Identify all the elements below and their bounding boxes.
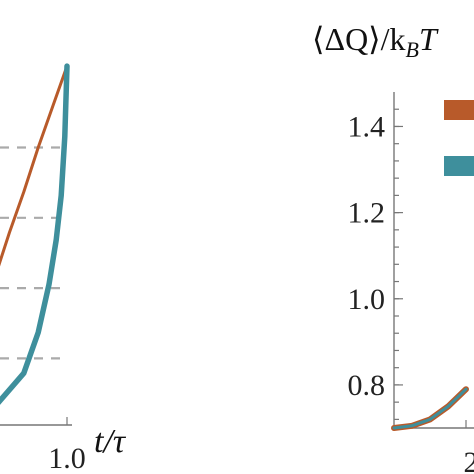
reference-lines [0, 146, 68, 360]
right-x-tick-label-0: 2 [464, 446, 474, 474]
right-panel: ⟨ΔQ⟩/kBT 0.8 1.0 1.2 1.4 2 [312, 21, 474, 474]
left-x-ticks: 1.0 [48, 417, 86, 474]
left-series-line-1 [0, 63, 70, 405]
left-x-axis-label: t/τ [94, 423, 127, 460]
right-y-axis-label-main: ⟨ΔQ⟩/k [312, 21, 406, 57]
right-y-axis-label-tail: T [419, 21, 439, 57]
left-series-group [0, 63, 70, 405]
legend-swatch-1 [444, 156, 474, 176]
right-y-axis-label-sub: B [406, 37, 419, 62]
left-panel: 1.0 t/τ [0, 63, 127, 474]
right-y-tick-label-3: 1.4 [348, 110, 386, 143]
right-y-tick-label-0: 0.8 [348, 369, 386, 402]
legend [444, 100, 474, 176]
right-x-ticks: 2 [464, 420, 474, 474]
right-y-tick-label-1: 1.0 [348, 283, 386, 316]
right-y-tick-label-2: 1.2 [348, 197, 386, 230]
right-series-line-1 [392, 387, 468, 430]
right-y-axis-label: ⟨ΔQ⟩/kBT [312, 21, 439, 62]
right-y-ticks: 0.8 1.0 1.2 1.4 [348, 108, 403, 420]
legend-swatch-0 [444, 100, 474, 120]
right-series-line-0 [391, 386, 469, 431]
right-series-group [391, 386, 469, 431]
left-series-line-0 [0, 64, 69, 267]
left-x-tick-label-0: 1.0 [48, 442, 86, 474]
